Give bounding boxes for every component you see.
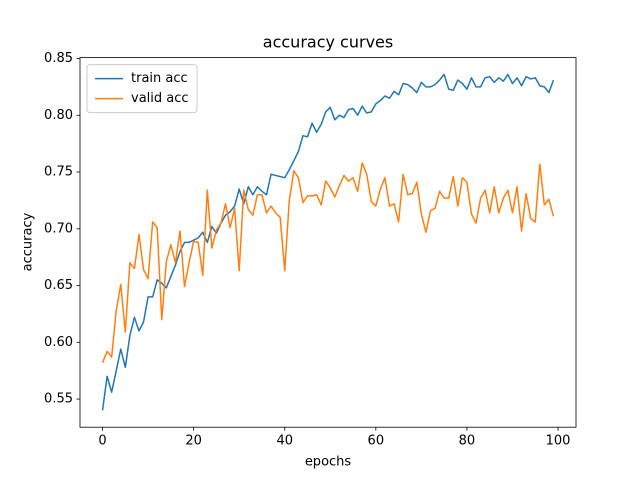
y-tick-label: 0.75	[44, 165, 73, 180]
x-tick-label: 60	[368, 434, 385, 449]
legend-label: valid acc	[131, 91, 189, 106]
y-axis-label: accuracy	[21, 212, 36, 271]
series-line	[101, 73, 555, 411]
x-axis-label: epochs	[305, 455, 352, 470]
y-tick-label: 0.70	[44, 221, 73, 236]
legend-box	[86, 64, 198, 114]
y-tick-label: 0.85	[44, 51, 73, 66]
x-tick-label: 20	[185, 434, 202, 449]
x-tick-label: 40	[276, 434, 293, 449]
series-line	[101, 162, 555, 363]
x-tick-label: 100	[546, 434, 571, 449]
y-tick-label: 0.65	[44, 278, 73, 293]
axes-frame	[79, 57, 577, 428]
x-tick-label: 0	[98, 434, 106, 449]
x-tick-label: 80	[459, 434, 476, 449]
y-tick-label: 0.80	[44, 108, 73, 123]
y-tick-label: 0.55	[44, 392, 73, 407]
legend-label: train acc	[131, 71, 188, 86]
y-tick-label: 0.60	[44, 335, 73, 350]
chart-title: accuracy curves	[263, 33, 393, 52]
